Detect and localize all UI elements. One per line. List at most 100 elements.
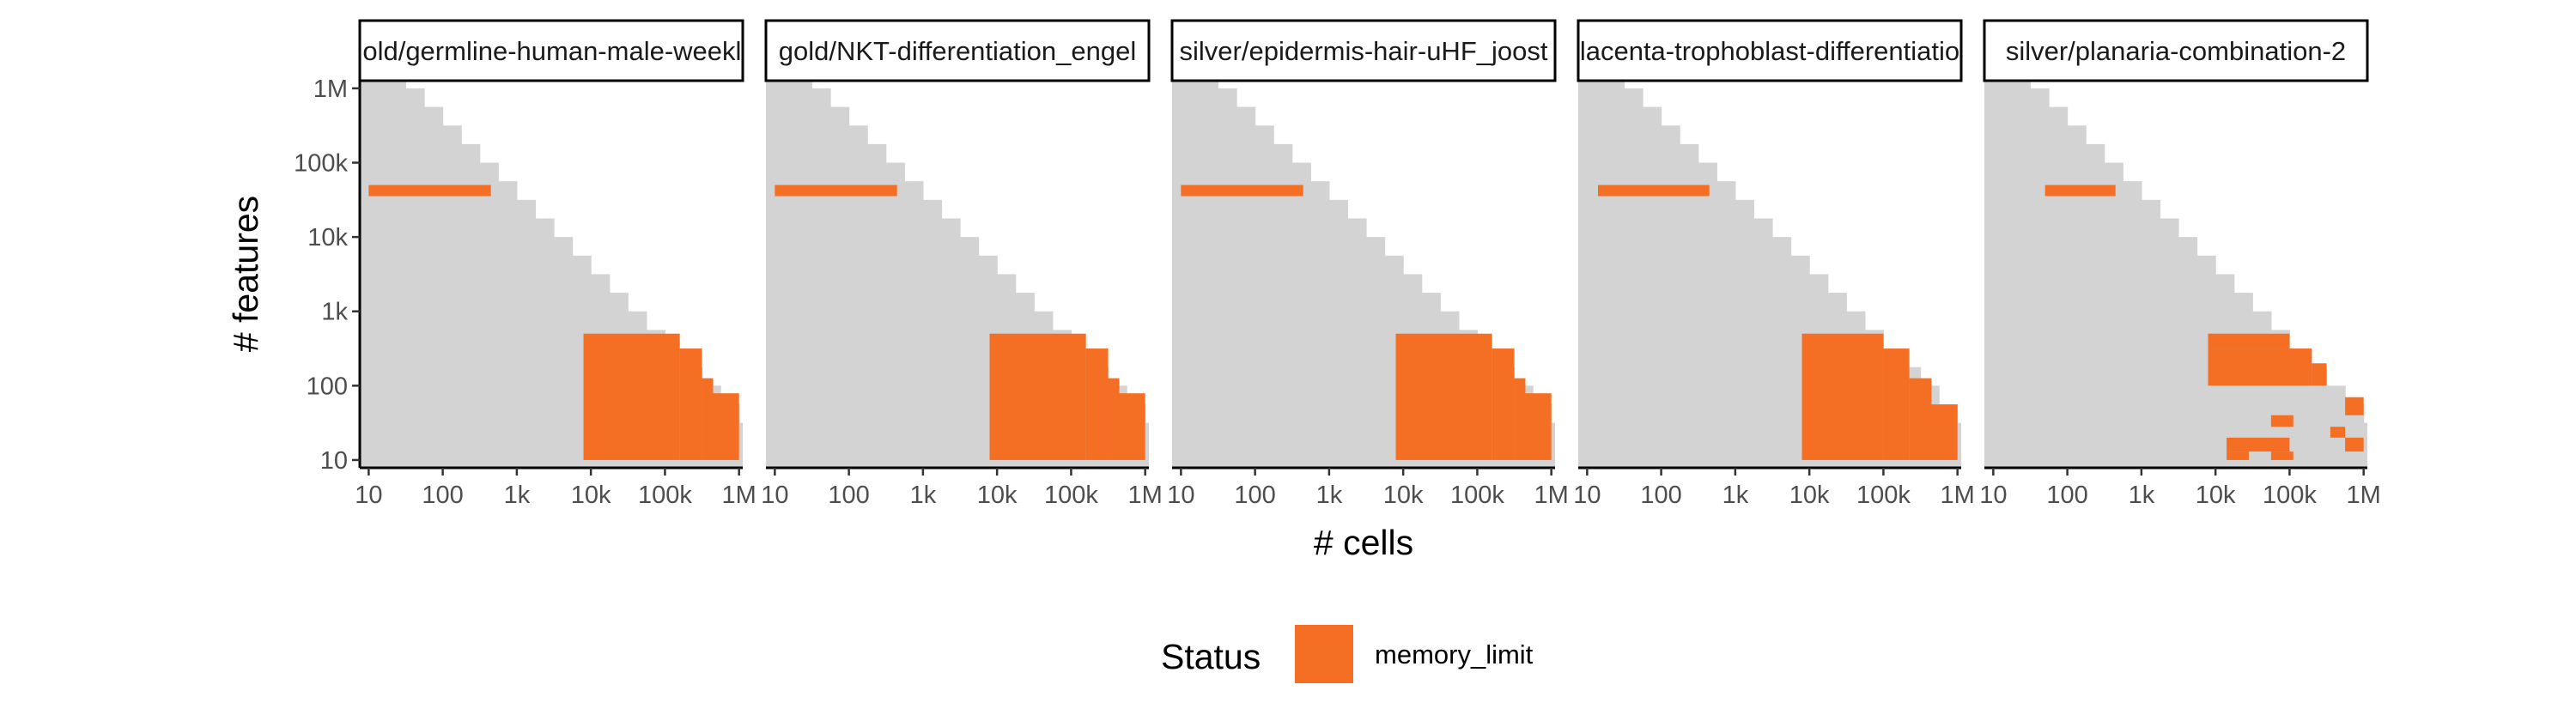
grey-cell-column — [1716, 181, 1736, 469]
grey-cell-column — [1551, 422, 1555, 469]
grey-cell-column — [1328, 199, 1349, 469]
grey-cell-column — [2345, 403, 2365, 469]
facet-panel: silver/planaria-combination-2 10 100 1k 10k 1… — [1979, 19, 2381, 509]
x-tick-label: 1M — [722, 482, 756, 509]
x-tick-label: 10k — [2196, 482, 2236, 509]
grey-cell-column — [554, 237, 574, 469]
facet-strip — [1170, 19, 1557, 82]
memory-limit-cell — [2208, 333, 2290, 349]
memory-limit-cell — [2208, 348, 2312, 386]
grey-cell-column — [1605, 79, 1625, 469]
grey-cell-column — [2196, 255, 2216, 469]
grey-cell-column — [1698, 162, 1717, 469]
x-tick-label: 1M — [1534, 482, 1569, 509]
x-tick-label: 100k — [1450, 482, 1504, 509]
grey-cell-column — [2011, 79, 2032, 469]
memory-limit-cell — [1395, 333, 1492, 460]
grey-cell-column — [738, 422, 743, 469]
memory-limit-cell — [702, 378, 714, 460]
grey-cell-column — [775, 79, 794, 469]
facet-title: gold/germline-human-male-weekly — [348, 36, 755, 66]
grey-cell-column — [811, 88, 831, 469]
facet-panel: gold/NKT-differentiation_engel 10 100 1k 10k… — [761, 19, 1163, 509]
x-tick-label: 10k — [1383, 482, 1424, 509]
memory-limit-cell — [1883, 348, 1910, 460]
x-tick-label: 100 — [1234, 482, 1275, 509]
facet-title: silver/planaria-combination-2 — [2006, 36, 2346, 66]
memory-limit-cell — [2227, 451, 2249, 460]
grey-cell-column — [941, 218, 961, 469]
x-tick-label: 10k — [571, 482, 611, 509]
x-tick-label: 1k — [1722, 482, 1749, 509]
grey-cell-column — [2067, 125, 2087, 469]
x-tick-label: 10 — [1167, 482, 1194, 509]
grey-cell-column — [1255, 125, 1274, 469]
memory-limit-cell — [2312, 363, 2327, 386]
grey-cell-column — [848, 125, 868, 469]
memory-limit-cell — [1514, 378, 1526, 460]
grey-cell-column — [461, 143, 481, 469]
y-tick-label: 10 — [320, 447, 348, 475]
grey-cell-column — [1993, 79, 2013, 469]
grey-cell-column — [498, 181, 518, 469]
x-tick-label: 1k — [1316, 482, 1343, 509]
grey-cell-column — [793, 79, 813, 469]
x-tick-label: 1k — [504, 482, 531, 509]
y-axis-title: # features — [226, 196, 265, 352]
grey-cell-column — [1578, 79, 1588, 469]
facet-strip — [358, 19, 744, 82]
grey-cell-column — [1587, 79, 1607, 469]
x-tick-label: 100k — [1044, 482, 1098, 509]
x-tick-label: 1M — [2347, 482, 2381, 509]
y-tick-label: 1M — [313, 76, 348, 103]
memory-limit-cell — [679, 348, 702, 460]
grey-cell-column — [1181, 79, 1200, 469]
facet-title: placenta-trophoblast-differentiation — [1565, 36, 1975, 66]
y-tick-label: 1k — [321, 299, 348, 326]
legend-key-memory-limit — [1295, 625, 1353, 683]
memory-limit-cell — [989, 333, 1086, 460]
x-tick-label: 100k — [1856, 482, 1911, 509]
grey-cell-column — [2086, 143, 2105, 469]
grey-cell-column — [830, 106, 850, 469]
panel-body — [360, 79, 743, 469]
x-tick-label: 10 — [1979, 482, 2007, 509]
x-tick-label: 100 — [828, 482, 869, 509]
grey-cell-column — [1347, 218, 1367, 469]
y-tick-label: 100 — [307, 373, 348, 400]
grey-cell-column — [1735, 199, 1755, 469]
grey-cell-column — [535, 218, 555, 469]
grey-cell-column — [904, 181, 924, 469]
grey-cell-column — [1199, 79, 1219, 469]
memory-limit-cell — [713, 393, 739, 460]
x-tick-label: 10k — [977, 482, 1018, 509]
grey-cell-column — [2104, 162, 2123, 469]
memory-limit-cell — [2044, 185, 2116, 197]
grey-cell-column — [2160, 218, 2179, 469]
grey-cell-column — [2307, 367, 2328, 469]
grey-cell-column — [1680, 143, 1699, 469]
memory-limit-cell — [2270, 451, 2293, 460]
memory-limit-cell — [1801, 333, 1884, 460]
x-axis-title: # cells — [1314, 523, 1413, 562]
grey-cell-column — [1366, 237, 1386, 469]
memory-limit-cell — [1909, 378, 1932, 460]
grey-cell-column — [2141, 199, 2161, 469]
panel-body — [1984, 79, 2367, 469]
grey-cell-column — [922, 199, 943, 469]
y-tick-label: 10k — [307, 224, 348, 251]
x-tick-label: 10 — [1573, 482, 1601, 509]
memory-limit-cell — [2227, 437, 2290, 452]
grey-cell-column — [516, 199, 537, 469]
memory-limit-cell — [2345, 397, 2364, 415]
grey-cell-column — [405, 88, 425, 469]
grey-cell-column — [479, 162, 499, 469]
memory-limit-cell — [1525, 393, 1552, 460]
grey-cell-column — [2123, 181, 2142, 469]
grey-cell-column — [1643, 106, 1662, 469]
grey-cell-column — [1957, 422, 1961, 469]
facet-panels: gold/germline-human-male-weekly 10 100 1k 10… — [294, 19, 2381, 509]
grey-cell-column — [1772, 237, 1792, 469]
facet-strip — [1577, 19, 1963, 82]
